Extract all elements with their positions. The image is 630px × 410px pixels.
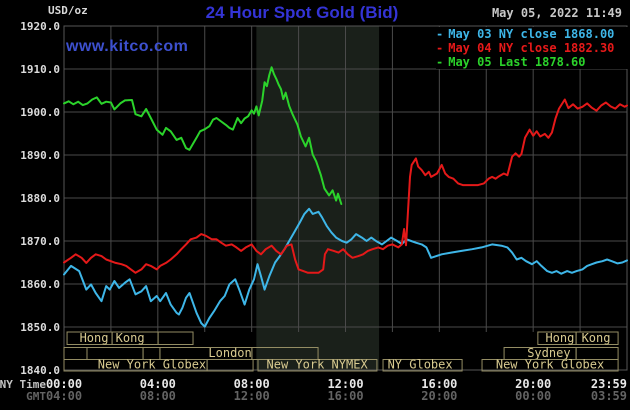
kitco-watermark-link: www.kitco.com [66,38,189,55]
session-cell [575,331,619,345]
x-tick-label: 23:59 [591,377,627,391]
x-tick-label: 00:00 [46,377,82,391]
plot-border [63,25,628,371]
legend-item-may04: - May 04 NY close 1882.30 [436,41,628,55]
legend-label: May 05 Last 1878.60 [448,55,586,69]
legend-dash-icon: - [436,41,444,55]
price-line-may05 [63,66,343,205]
session-label: Hong Kong [545,331,610,345]
x-axis-row-label: NY Time [0,378,46,391]
legend-label: May 04 NY close 1882.30 [448,41,615,55]
x-tick-label: 20:00 [421,389,457,403]
x-tick-label: 04:00 [46,389,82,403]
price-line-may04 [63,98,628,274]
y-axis-units-label: USD/oz [48,4,88,17]
session-label: London [208,346,251,360]
x-tick-label: 04:00 [140,377,176,391]
x-axis-row-label: GMT [26,390,46,403]
session-label: New York NYMEX [267,358,369,372]
x-tick-label: 12:00 [234,389,270,403]
x-tick-label: 16:00 [421,377,457,391]
x-tick-label: 08:00 [140,389,176,403]
chart-title: 24 Hour Spot Gold (Bid) [205,3,399,22]
y-tick-label: 1900.0 [20,106,60,119]
session-label: Hong Kong [80,331,145,345]
legend-item-may05: - May 05 Last 1878.60 [436,55,628,69]
legend-item-may03: - May 03 NY close 1868.00 [436,27,628,41]
x-tick-label: 00:00 [515,389,551,403]
price-line-may03 [63,207,628,328]
x-tick-label: 03:59 [591,389,627,403]
legend-label: May 03 NY close 1868.00 [448,27,615,41]
y-tick-label: 1890.0 [20,149,60,162]
session-cell [382,359,463,372]
y-tick-label: 1850.0 [20,321,60,334]
x-tick-label: 20:00 [515,377,551,391]
x-tick-label: 12:00 [327,377,363,391]
session-cell [63,347,88,360]
y-tick-label: 1920.0 [20,20,60,33]
y-tick-label: 1910.0 [20,63,60,76]
y-tick-label: 1840.0 [20,364,60,377]
x-tick-label: 16:00 [327,389,363,403]
session-label: NY Globex [388,358,453,372]
session-cell [481,359,619,372]
y-tick-label: 1880.0 [20,192,60,205]
y-tick-label: 1860.0 [20,278,60,291]
legend: - May 03 NY close 1868.00 - May 04 NY cl… [436,27,628,69]
legend-dash-icon: - [436,55,444,69]
session-label: New York Globex [496,358,604,372]
chart-datetime: May 05, 2022 11:49 [491,6,622,20]
x-tick-label: 08:00 [234,377,270,391]
session-label: Sydney [527,346,570,360]
session-cell [206,359,254,372]
legend-dash-icon: - [436,27,444,41]
session-cell [257,359,378,372]
session-cell [157,331,194,345]
y-tick-label: 1870.0 [20,235,60,248]
session-label: New York Globex [98,358,206,372]
